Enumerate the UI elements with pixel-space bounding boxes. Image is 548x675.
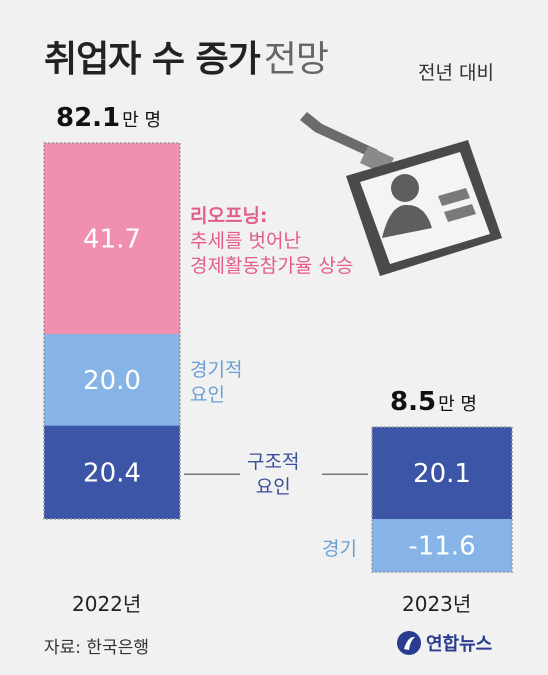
source-note: 자료: 한국은행: [44, 638, 149, 658]
annotation-structural: 구조적 요인: [247, 450, 299, 500]
total-value: 82.1: [56, 102, 121, 133]
annotation-line: 요인: [190, 384, 225, 406]
bar-segment: [44, 425, 180, 519]
bar-segment: [44, 142, 180, 334]
total-unit: 만 명: [122, 109, 161, 131]
data-label: 20.1: [413, 459, 471, 489]
annotation-line: 리오프닝:: [190, 205, 268, 227]
annotation-cyclical-2022: 경기적 요인: [190, 358, 242, 408]
category-label-2022: 2022년: [72, 592, 142, 616]
bar-total-2022: 82.1 만 명: [56, 103, 161, 133]
annotation-line: 구조적: [247, 451, 300, 473]
data-label: 20.0: [83, 366, 141, 396]
data-label: 20.4: [83, 458, 141, 488]
bar-total-2023: 8.5 만 명: [390, 387, 477, 417]
title-bold: 취업자 수 증가: [44, 39, 261, 80]
chart-subtitle: 전년 대비: [418, 62, 494, 84]
data-label: -11.6: [408, 532, 475, 562]
bar-frame: [371, 426, 513, 573]
bar-segment: [372, 426, 512, 519]
annotation-line: 경기적: [190, 359, 243, 381]
bar-segment: [44, 333, 180, 426]
bar-frame: [43, 142, 181, 520]
data-label: 41.7: [83, 224, 141, 254]
id-badge-icon: [300, 112, 502, 276]
chart-title: 취업자 수 증가 전망: [44, 30, 329, 82]
annotation-line: 경제활동참가율 상승: [190, 255, 354, 277]
annotation-line: 요인: [255, 476, 291, 498]
category-label-2023: 2023년: [402, 592, 472, 616]
annotation-line: 추세를 벗어난: [190, 230, 301, 252]
yonhap-logo: 연합뉴스: [396, 630, 492, 656]
title-light: 전망: [263, 39, 329, 80]
bar-segment: [372, 519, 512, 573]
bar-group: 20.4 20.0 41.7 20.1 -11.6: [43, 142, 513, 573]
annotation-reopening: 리오프닝: 추세를 벗어난 경제활동참가율 상승: [190, 204, 353, 279]
total-unit: 만 명: [438, 393, 477, 415]
annotation-cyclical-2023: 경기: [322, 538, 357, 560]
total-value: 8.5: [390, 386, 437, 417]
logo-text: 연합뉴스: [426, 634, 493, 655]
yonhap-logo-icon: [397, 631, 421, 655]
